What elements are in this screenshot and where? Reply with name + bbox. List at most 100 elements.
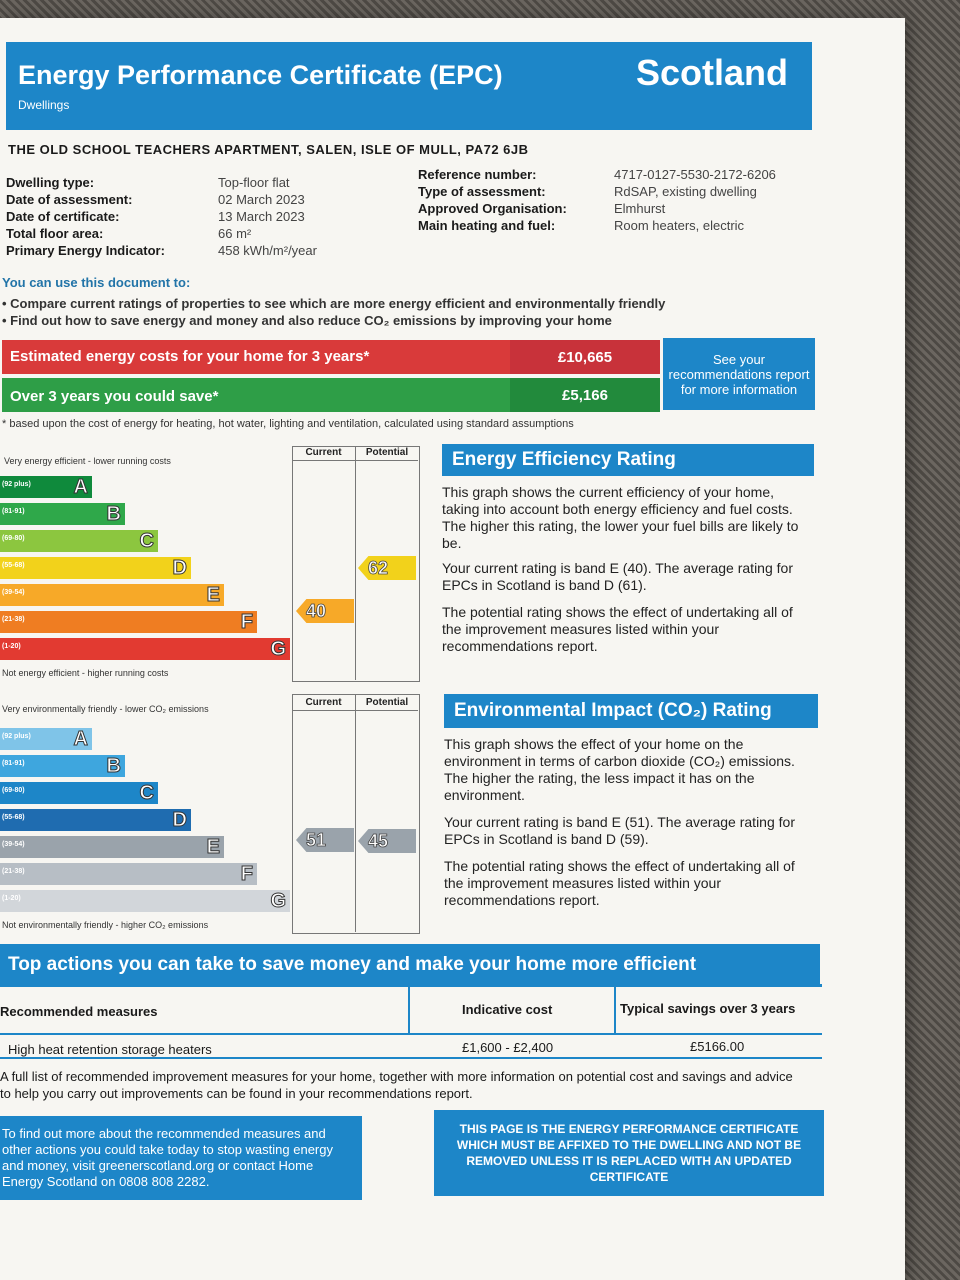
efficiency-top-note: Very energy efficient - lower running co…: [4, 456, 171, 466]
table-header-savings: Typical savings over 3 years: [620, 1001, 796, 1016]
detail-value: 458 kWh/m²/year: [218, 243, 317, 258]
environment-band-range: (1-20): [2, 895, 21, 902]
table-header-rule: [0, 1033, 822, 1035]
table-col-divider: [614, 986, 616, 1034]
detail-label: Primary Energy Indicator:: [6, 243, 165, 258]
efficiency-band-d: (55-68) D: [0, 557, 191, 580]
detail-value: RdSAP, existing dwelling: [614, 184, 757, 199]
detail-value: 4717-0127-5530-2172-6206: [614, 167, 776, 182]
efficiency-band-f: (21-38) F: [0, 611, 257, 634]
usage-bullet-text: Compare current ratings of properties to…: [10, 296, 666, 311]
environment-grid-divider: [355, 694, 356, 932]
table-bottom-rule: [0, 1057, 822, 1059]
see-recommendations-box: See your recommendations report for more…: [663, 338, 815, 410]
detail-label: Reference number:: [418, 167, 537, 182]
detail-label: Approved Organisation:: [418, 201, 567, 216]
savings-value: £5,166: [510, 378, 660, 412]
efficiency-band-range: (39-54): [2, 589, 25, 596]
efficiency-band-a: (92 plus) A: [0, 476, 92, 499]
efficiency-band-e: (39-54) E: [0, 584, 224, 607]
environment-band-letter: G: [270, 890, 287, 913]
detail-value: Top-floor flat: [218, 175, 290, 190]
details-right-values: 4717-0127-5530-2172-6206 RdSAP, existing…: [614, 166, 776, 234]
efficiency-band-c: (69-80) C: [0, 530, 158, 553]
environment-bottom-note: Not environmentally friendly - higher CO…: [2, 920, 209, 930]
efficiency-band-range: (55-68): [2, 562, 25, 569]
detail-value: 13 March 2023: [218, 209, 305, 224]
environment-band-g: (1-20) G: [0, 890, 290, 913]
table-header-measures: Recommended measures: [0, 1004, 158, 1019]
usage-heading: You can use this document to:: [2, 275, 191, 290]
environment-band-range: (92 plus): [2, 733, 31, 740]
usage-bullet: • Find out how to save energy and money …: [2, 313, 612, 328]
environment-band-f: (21-38) F: [0, 863, 257, 886]
environment-band-d: (55-68) D: [0, 809, 191, 832]
detail-value: 66 m²: [218, 226, 252, 241]
property-address: THE OLD SCHOOL TEACHERS APARTMENT, SALEN…: [8, 142, 529, 157]
environment-col-potential: Potential: [365, 697, 409, 708]
efficiency-band-letter: E: [206, 584, 220, 607]
full-list-text: A full list of recommended improvement m…: [0, 1069, 793, 1101]
environment-current-score: 51: [296, 828, 354, 852]
notice-box: THIS PAGE IS THE ENERGY PERFORMANCE CERT…: [434, 1110, 824, 1196]
document-title: Energy Performance Certificate (EPC): [18, 60, 503, 90]
environment-grid: [292, 694, 420, 934]
environment-band-letter: D: [172, 809, 187, 832]
environment-band-letter: C: [139, 782, 154, 805]
detail-value: Elmhurst: [614, 201, 666, 216]
estimated-cost-value: £10,665: [510, 340, 660, 374]
detail-value: Room heaters, electric: [614, 218, 745, 233]
detail-label: Date of certificate:: [6, 209, 120, 224]
usage-bullet: • Compare current ratings of properties …: [2, 296, 666, 311]
cost-footnote: * based upon the cost of energy for heat…: [2, 418, 574, 430]
efficiency-col-potential: Potential: [365, 447, 409, 458]
efficiency-para-1: This graph shows the current efficiency …: [442, 484, 799, 551]
environment-band-range: (21-38): [2, 868, 25, 875]
environment-band-range: (81-91): [2, 760, 25, 767]
table-top-rule: [0, 984, 822, 987]
table-row-measure: High heat retention storage heaters: [8, 1042, 212, 1057]
efficiency-header-line: [292, 460, 418, 461]
efficiency-band-range: (69-80): [2, 535, 25, 542]
efficiency-current-score: 40: [296, 599, 354, 623]
efficiency-potential-score: 62: [358, 556, 416, 580]
efficiency-grid: [292, 446, 420, 682]
efficiency-band-g: (1-20) G: [0, 638, 290, 661]
detail-label: Total floor area:: [6, 226, 104, 241]
details-left-values: Top-floor flat 02 March 2023 13 March 20…: [218, 174, 317, 259]
details-left: Dwelling type: Date of assessment: Date …: [6, 174, 165, 259]
environment-para-3: The potential rating shows the effect of…: [444, 858, 795, 908]
environment-para-2: Your current rating is band E (51). The …: [444, 814, 795, 847]
efficiency-band-range: (21-38): [2, 616, 25, 623]
environment-heading: Environmental Impact (CO₂) Rating: [444, 694, 818, 728]
table-col-divider: [408, 986, 410, 1034]
table-header-cost: Indicative cost: [462, 1002, 553, 1017]
environment-band-range: (69-80): [2, 787, 25, 794]
savings-label: Over 3 years you could save*: [10, 388, 219, 405]
info-box: To find out more about the recommended m…: [0, 1116, 362, 1200]
efficiency-para-3: The potential rating shows the effect of…: [442, 604, 793, 654]
efficiency-heading: Energy Efficiency Rating: [442, 444, 814, 476]
efficiency-band-letter: G: [270, 638, 287, 661]
environment-band-letter: F: [240, 863, 253, 886]
environment-band-b: (81-91) B: [0, 755, 125, 778]
environment-band-range: (55-68): [2, 814, 25, 821]
detail-label: Type of assessment:: [418, 184, 546, 199]
environment-band-a: (92 plus) A: [0, 728, 92, 751]
environment-potential-score: 45: [358, 829, 416, 853]
efficiency-col-current: Current: [305, 447, 342, 458]
detail-value: 02 March 2023: [218, 192, 305, 207]
document-subtitle: Dwellings: [18, 98, 70, 112]
efficiency-band-b: (81-91) B: [0, 503, 125, 526]
efficiency-grid-divider: [355, 446, 356, 680]
table-row-saving: £5166.00: [690, 1039, 745, 1054]
top-actions-heading: Top actions you can take to save money a…: [0, 944, 820, 986]
environment-band-e: (39-54) E: [0, 836, 224, 859]
environment-band-letter: E: [206, 836, 220, 859]
detail-label: Date of assessment:: [6, 192, 133, 207]
environment-header-line: [292, 710, 418, 711]
environment-band-letter: A: [73, 728, 88, 751]
environment-band-letter: B: [106, 755, 121, 778]
efficiency-bottom-note: Not energy efficient - higher running co…: [2, 668, 169, 678]
estimated-cost-label: Estimated energy costs for your home for…: [10, 348, 370, 365]
